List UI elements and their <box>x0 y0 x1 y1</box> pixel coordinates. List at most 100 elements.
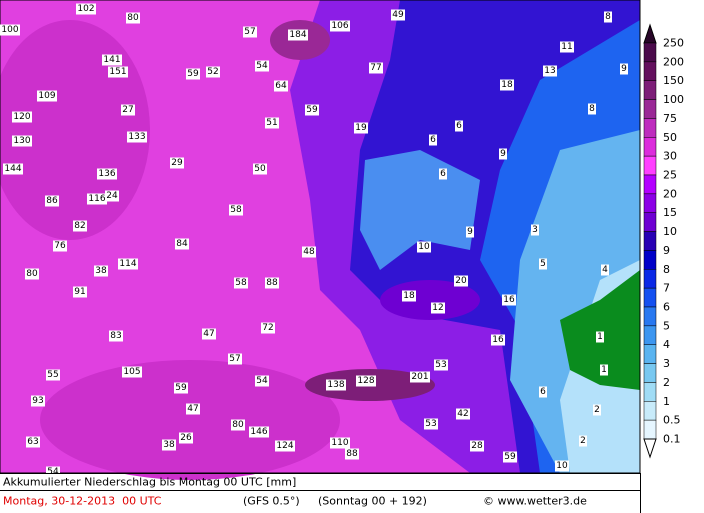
label-box <box>202 328 216 340</box>
legend-swatch <box>643 118 657 138</box>
footer-date: Montag, 30-12-2013 00 UTC <box>3 495 162 508</box>
label-box <box>491 334 505 346</box>
label-box <box>108 66 128 78</box>
label-box <box>410 371 430 383</box>
label-box <box>126 12 140 24</box>
label-box <box>275 440 295 452</box>
label-box <box>255 60 269 72</box>
footer-model: (GFS 0.5°) <box>243 495 300 508</box>
label-box <box>234 277 248 289</box>
value-label: 138 <box>327 380 344 390</box>
label-box <box>261 322 275 334</box>
value-label: 9 <box>500 149 506 159</box>
legend-label: 3 <box>663 357 670 370</box>
label-box <box>45 195 59 207</box>
legend-swatch <box>643 137 657 157</box>
value-label: 28 <box>471 441 483 451</box>
label-box <box>555 460 569 472</box>
label-box <box>326 379 346 391</box>
value-label: 128 <box>357 376 374 386</box>
label-box <box>46 466 60 478</box>
value-label: 9 <box>621 64 627 74</box>
field-zone <box>560 270 640 390</box>
value-label: 116 <box>88 194 105 204</box>
label-box <box>3 163 23 175</box>
value-label: 1 <box>597 332 603 342</box>
legend-label: 4 <box>663 338 670 351</box>
field-zone <box>360 150 480 270</box>
legend-label: 1 <box>663 395 670 408</box>
value-label: 80 <box>127 13 139 23</box>
label-box <box>105 190 119 202</box>
value-label: 12 <box>432 303 443 313</box>
legend-swatch <box>643 193 657 213</box>
footer-source: © www.wetter3.de <box>483 495 587 508</box>
value-label: 114 <box>119 259 136 269</box>
label-box <box>500 79 514 91</box>
legend-label: 250 <box>663 37 684 50</box>
label-box <box>175 238 189 250</box>
label-box <box>249 426 269 438</box>
label-box <box>255 375 269 387</box>
label-box <box>596 331 604 343</box>
legend-swatch <box>643 231 657 251</box>
label-box <box>118 258 138 270</box>
value-label: 52 <box>207 67 218 77</box>
legend-label: 0.5 <box>663 414 681 427</box>
label-box <box>601 264 609 276</box>
label-box <box>12 111 32 123</box>
label-box <box>122 366 142 378</box>
value-label: 1 <box>601 365 607 375</box>
label-box <box>12 135 32 147</box>
label-box <box>87 193 107 205</box>
value-label: 59 <box>306 105 318 115</box>
label-box <box>274 80 288 92</box>
value-label: 20 <box>455 276 467 286</box>
legend-label: 7 <box>663 282 670 295</box>
label-box <box>31 395 45 407</box>
value-label: 11 <box>561 42 572 52</box>
legend-label: 200 <box>663 55 684 68</box>
legend-swatch <box>643 99 657 119</box>
value-label: 51 <box>266 118 277 128</box>
value-label: 54 <box>256 376 268 386</box>
label-box <box>127 131 147 143</box>
field-zone <box>40 360 340 480</box>
label-box <box>46 369 60 381</box>
legend-swatch <box>643 419 657 440</box>
label-box <box>620 63 628 75</box>
label-box <box>25 268 39 280</box>
value-label: 102 <box>77 4 94 14</box>
value-label: 82 <box>74 221 85 231</box>
legend-label: 5 <box>663 319 670 332</box>
legend-label: 0.1 <box>663 433 681 446</box>
legend-label: 150 <box>663 74 684 87</box>
label-box <box>26 436 40 448</box>
value-label: 6 <box>440 169 446 179</box>
label-box <box>369 62 383 74</box>
value-label: 38 <box>95 266 107 276</box>
label-box <box>539 258 547 270</box>
value-label: 124 <box>276 441 293 451</box>
value-label: 5 <box>540 259 546 269</box>
value-label: 110 <box>331 438 348 448</box>
color-legend: 250 200 150 100 75 50 30 25 20 15 10 9 8 7 6 5 4 3 2 1 0.5 0.… <box>643 23 684 459</box>
value-label: 100 <box>1 25 18 35</box>
label-box <box>206 66 220 78</box>
legend-swatch <box>643 174 657 195</box>
legend-swatch <box>643 212 657 232</box>
value-label: 53 <box>435 360 446 370</box>
value-label: 59 <box>187 69 199 79</box>
value-label: 146 <box>250 427 267 437</box>
legend-label: 8 <box>663 263 670 276</box>
legend-label: 6 <box>663 301 670 314</box>
value-label: 16 <box>492 335 504 345</box>
value-label: 13 <box>544 66 555 76</box>
label-box <box>588 103 596 115</box>
value-label: 42 <box>457 409 468 419</box>
label-box <box>424 418 438 430</box>
field-zone <box>380 280 480 320</box>
value-label: 88 <box>346 449 358 459</box>
label-box <box>76 3 96 15</box>
